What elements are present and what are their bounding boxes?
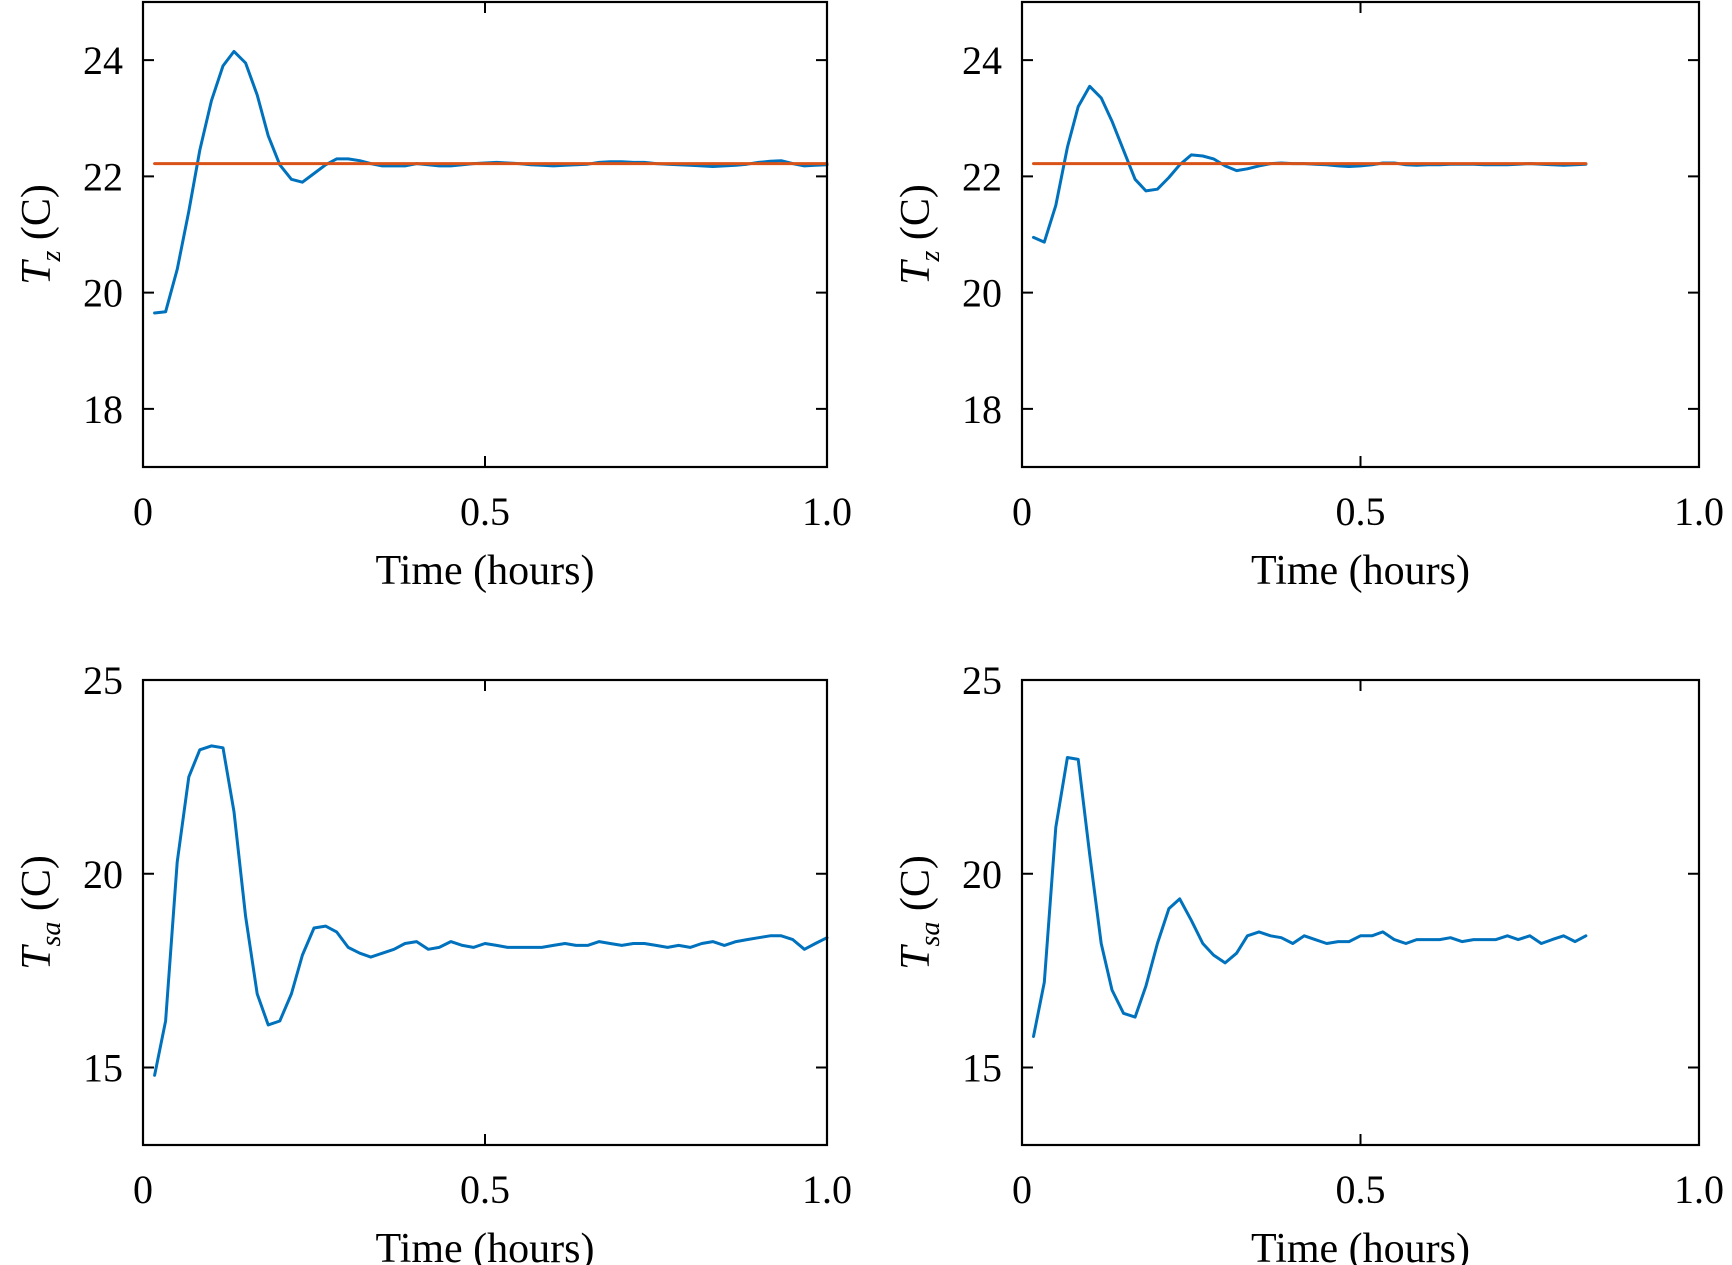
y-axis-label: Tsa (C) xyxy=(14,855,67,970)
x-axis-label: Time (hours) xyxy=(376,548,595,594)
y-tick-label: 18 xyxy=(83,387,123,432)
x-tick-label: 0 xyxy=(133,489,153,534)
y-tick-label: 25 xyxy=(83,658,123,703)
y-tick-label: 20 xyxy=(962,271,1002,316)
x-tick-label: 1.0 xyxy=(1674,1167,1724,1212)
y-axis-label: Tz (C) xyxy=(14,184,67,285)
y-axis-subscript: z xyxy=(915,251,946,263)
chart-panel-3: 0 0.5 1.0 15 20 25 Time (hours) Tsa (C) xyxy=(14,658,852,1265)
series-line-1 xyxy=(153,49,829,315)
chart-panel-4: 0 0.5 1.0 15 20 25 Time (hours) Tsa (C) xyxy=(893,658,1724,1265)
y-axis-unit: (C) xyxy=(893,855,939,922)
x-tick-label: 0.5 xyxy=(1336,1167,1386,1212)
axes-frame xyxy=(1020,678,1701,1147)
y-axis-label: Tz (C) xyxy=(893,184,946,285)
y-axis-symbol: T xyxy=(14,259,60,285)
x-tick-label: 0.5 xyxy=(460,489,510,534)
series-line-1 xyxy=(1032,756,1588,1038)
x-axis-label: Time (hours) xyxy=(376,1226,595,1265)
series-line-1 xyxy=(153,744,829,1077)
y-axis-subscript: z xyxy=(36,251,67,263)
y-tick-label: 22 xyxy=(83,154,123,199)
axes-frame xyxy=(141,0,829,469)
y-axis-symbol: T xyxy=(893,259,939,285)
y-axis-unit: (C) xyxy=(14,855,60,922)
x-tick-label: 0 xyxy=(133,1167,153,1212)
y-tick-label: 20 xyxy=(962,852,1002,897)
y-axis-subscript: sa xyxy=(915,922,946,947)
y-axis-subscript: sa xyxy=(36,922,67,947)
x-tick-label: 1.0 xyxy=(802,1167,852,1212)
x-tick-label: 1.0 xyxy=(1674,489,1724,534)
chart-panel-2: 0 0.5 1.0 18 20 22 24 Time (hours) Tz (C) xyxy=(893,0,1724,594)
y-tick-label: 24 xyxy=(83,38,123,83)
y-axis-unit: (C) xyxy=(893,184,939,251)
x-tick-label: 0.5 xyxy=(460,1167,510,1212)
y-axis-symbol: T xyxy=(14,944,60,970)
y-tick-label: 18 xyxy=(962,387,1002,432)
x-tick-label: 0.5 xyxy=(1336,489,1386,534)
y-tick-label: 20 xyxy=(83,852,123,897)
y-tick-label: 24 xyxy=(962,38,1002,83)
x-axis-label: Time (hours) xyxy=(1251,548,1470,594)
y-axis-symbol: T xyxy=(893,944,939,970)
y-axis-unit: (C) xyxy=(14,184,60,251)
x-tick-label: 0 xyxy=(1012,489,1032,534)
y-axis-label: Tsa (C) xyxy=(893,855,946,970)
y-tick-label: 20 xyxy=(83,271,123,316)
axes-frame xyxy=(1020,0,1701,469)
x-tick-label: 0 xyxy=(1012,1167,1032,1212)
y-tick-label: 25 xyxy=(962,658,1002,703)
chart-panel-1: 0 0.5 1.0 18 20 22 24 Time (hours) Tz (C) xyxy=(14,0,852,594)
y-tick-label: 22 xyxy=(962,154,1002,199)
y-tick-label: 15 xyxy=(962,1046,1002,1091)
x-axis-label: Time (hours) xyxy=(1251,1226,1470,1265)
x-tick-label: 1.0 xyxy=(802,489,852,534)
y-tick-label: 15 xyxy=(83,1046,123,1091)
